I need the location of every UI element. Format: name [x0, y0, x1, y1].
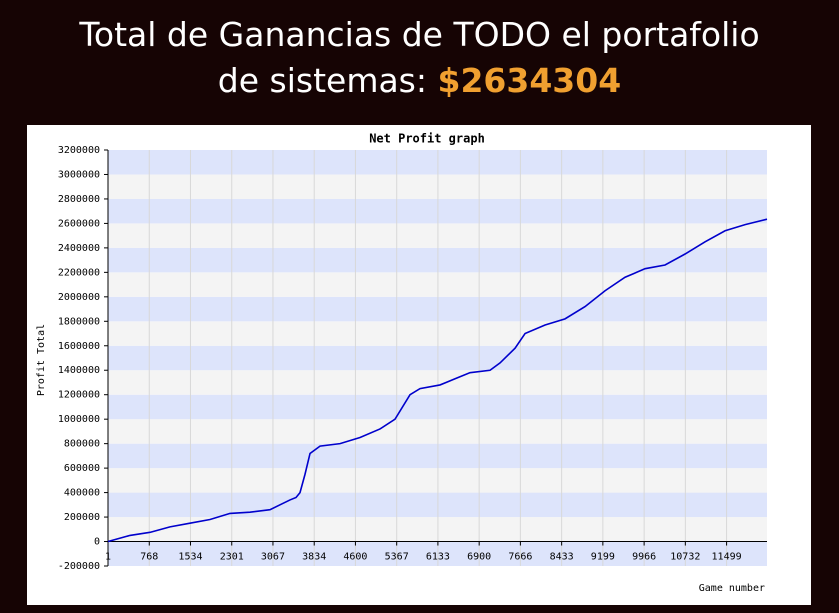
y-tick-label: 1600000	[58, 341, 100, 352]
chart: Net Profit graph Game number Profit Tota…	[27, 125, 811, 605]
x-tick-label: 10732	[670, 552, 700, 563]
x-tick-label: 3834	[302, 552, 326, 563]
y-tick-label: 3200000	[58, 145, 100, 156]
y-axis-label: Profit Total	[36, 324, 47, 396]
y-tick-label: 200000	[64, 512, 100, 523]
x-tick-label: 3067	[261, 552, 285, 563]
y-tick-label: 2400000	[58, 243, 100, 254]
header-total: $2634304	[437, 61, 622, 100]
x-axis-label: Game number	[699, 583, 765, 594]
chart-title: Net Profit graph	[369, 132, 485, 146]
x-tick-label: 4600	[343, 552, 367, 563]
header: Total de Ganancias de TODO el portafolio…	[60, 12, 779, 104]
y-tick-label: 2200000	[58, 267, 100, 278]
y-tick-label: 800000	[64, 439, 100, 450]
y-tick-label: 1800000	[58, 316, 100, 327]
x-tick-label: 9966	[632, 552, 656, 563]
y-tick-label: -200000	[58, 561, 100, 572]
header-text: Total de Ganancias de TODO el portafolio…	[79, 15, 760, 100]
y-tick-label: 1000000	[58, 414, 100, 425]
y-tick-label: 1400000	[58, 365, 100, 376]
y-tick-label: 600000	[64, 463, 100, 474]
x-tick-label: 2301	[220, 552, 244, 563]
y-tick-label: 2000000	[58, 292, 100, 303]
x-tick-label: 11499	[712, 552, 742, 563]
x-tick-label: 1534	[178, 552, 202, 563]
y-tick-label: 2600000	[58, 218, 100, 229]
x-tick-label: 768	[140, 552, 158, 563]
x-tick-label: 6900	[467, 552, 491, 563]
profit-line	[107, 218, 768, 543]
x-tick-label: 8433	[550, 552, 574, 563]
y-tick-label: 0	[94, 537, 100, 548]
x-tick-label: 7666	[508, 552, 532, 563]
x-tick-label: 6133	[426, 552, 450, 563]
y-tick-label: 1200000	[58, 390, 100, 401]
y-tick-label: 3000000	[58, 169, 100, 180]
x-tick-label: 9199	[591, 552, 615, 563]
y-tick-label: 400000	[64, 488, 100, 499]
x-tick-label: 5367	[385, 552, 409, 563]
y-tick-label: 2800000	[58, 194, 100, 205]
